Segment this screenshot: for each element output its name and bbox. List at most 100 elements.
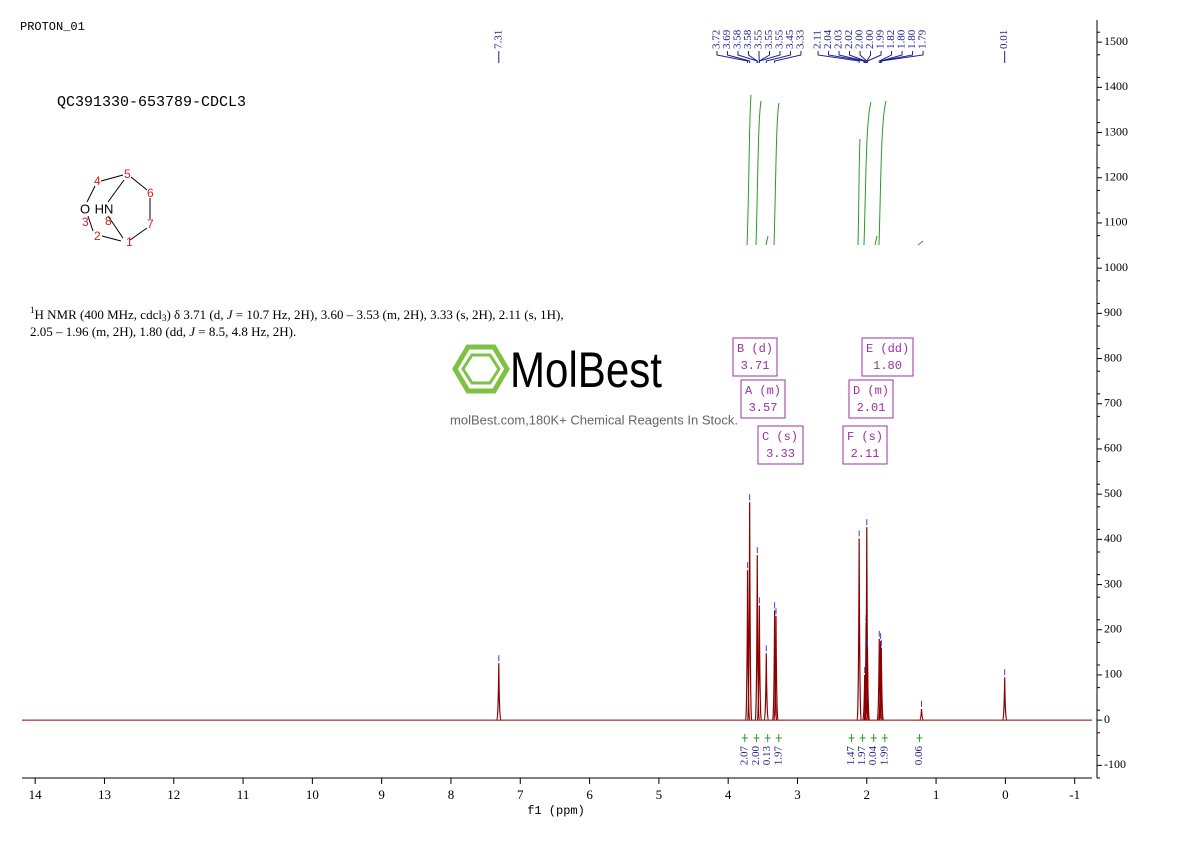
multiplet-box xyxy=(732,337,778,377)
multiplet-label: E (dd) xyxy=(866,342,909,356)
integral-label: 1.47 xyxy=(845,746,857,766)
peak-leader xyxy=(878,51,893,63)
integral-curves xyxy=(746,94,924,246)
slogan: molBest.com,180K+ Chemical Reagents In S… xyxy=(450,412,738,427)
peak xyxy=(744,570,751,721)
x-tick-label: 4 xyxy=(725,787,732,802)
integral-label: 0.13 xyxy=(761,746,773,766)
peak-label: 2.00 xyxy=(864,29,876,49)
x-tick-label: 3 xyxy=(794,787,801,802)
y-tick-label: 1100 xyxy=(1104,215,1128,229)
peak-leader xyxy=(880,51,924,63)
integral-label: 2.00 xyxy=(750,746,762,766)
peak xyxy=(856,538,862,721)
multiplet-label: C (s) xyxy=(762,430,798,444)
atom-number: 5 xyxy=(124,167,131,181)
y-tick-label: 100 xyxy=(1104,667,1122,681)
peak-label: 3.69 xyxy=(721,29,733,49)
peak-leader xyxy=(726,51,751,63)
peak-label: 1.80 xyxy=(906,29,918,49)
peak-label: 1.99 xyxy=(875,29,887,49)
peak-leader xyxy=(747,51,758,63)
peak xyxy=(878,641,884,721)
y-tick-label: 500 xyxy=(1104,486,1122,500)
multiplet-shift: 3.57 xyxy=(749,401,778,415)
integral-label: 0.04 xyxy=(867,746,879,766)
peak-label: 1.80 xyxy=(896,29,908,49)
peak-leader xyxy=(849,51,866,63)
atom-number: 8 xyxy=(105,214,112,228)
multiplet-shift: 3.71 xyxy=(741,359,770,373)
x-axis-label: f1 (ppm) xyxy=(527,804,585,818)
atom-number: 3 xyxy=(82,215,89,229)
peak-leader xyxy=(758,51,770,63)
multiplet-box xyxy=(757,425,804,465)
multiplet-box xyxy=(740,379,786,419)
x-tick-label: 7 xyxy=(517,787,524,802)
peak xyxy=(763,653,769,721)
integral-label: 2.07 xyxy=(738,746,750,766)
peak-label: 2.00 xyxy=(854,29,866,49)
peak-label: 3.45 xyxy=(784,29,796,49)
peak xyxy=(919,708,924,721)
y-tick-label: 800 xyxy=(1104,350,1122,364)
peak xyxy=(747,502,753,721)
multiplet-label: B (d) xyxy=(737,342,773,356)
x-tick-label: -1 xyxy=(1069,787,1080,802)
y-tick-label: 900 xyxy=(1104,305,1122,319)
atom-number: 2 xyxy=(94,229,101,243)
multiplet-box xyxy=(848,379,894,419)
peak-leader xyxy=(716,51,749,63)
y-tick-label: 1400 xyxy=(1104,79,1128,93)
peak-label: 2.02 xyxy=(843,30,855,49)
peak-label: 2.04 xyxy=(822,29,834,49)
x-tick-label: 2 xyxy=(864,787,871,802)
x-tick-label: 14 xyxy=(29,787,43,802)
peak-leader xyxy=(838,51,866,63)
multiplet-label: A (m) xyxy=(745,384,781,398)
peak-label: 3.33 xyxy=(795,29,807,49)
atom-label: HN xyxy=(95,201,114,216)
x-tick-label: 0 xyxy=(1002,787,1009,802)
integral-label: 1.99 xyxy=(878,746,890,766)
peak-leader xyxy=(866,51,872,63)
peak-label: 3.58 xyxy=(732,29,744,49)
y-tick-label: 1000 xyxy=(1104,260,1128,274)
peak xyxy=(756,605,762,721)
integral-label: 1.97 xyxy=(772,746,784,766)
x-tick-label: 5 xyxy=(656,787,663,802)
structure xyxy=(86,174,151,242)
peak-leader xyxy=(765,51,791,63)
peak-label: 2.11 xyxy=(812,30,824,49)
peak-leader xyxy=(758,51,781,63)
y-tick-label: 600 xyxy=(1104,441,1122,455)
nmr-description: 2.05 – 1.96 (m, 2H), 1.80 (dd, J = 8.5, … xyxy=(30,324,296,339)
multiplet-shift: 2.11 xyxy=(851,447,880,461)
atom-number: 7 xyxy=(147,217,154,231)
peak xyxy=(1002,677,1008,721)
x-tick-label: 10 xyxy=(306,787,319,802)
logo xyxy=(452,344,510,394)
y-tick-label: 700 xyxy=(1104,395,1122,409)
peak-label: 1.82 xyxy=(885,30,897,49)
sample-name: QC391330-653789-CDCL3 xyxy=(57,94,246,111)
peak-leader xyxy=(866,51,882,63)
peak-leader xyxy=(817,51,860,63)
peak-label: 0.01 xyxy=(998,30,1010,49)
peak xyxy=(773,616,779,721)
x-tick-label: 9 xyxy=(378,787,385,802)
x-tick-label: 13 xyxy=(98,787,111,802)
x-tick-label: 8 xyxy=(448,787,455,802)
peak-label: 1.79 xyxy=(917,29,929,49)
x-tick-label: 6 xyxy=(586,787,593,802)
integral-label: 1.97 xyxy=(856,746,868,766)
atom-number: 1 xyxy=(126,235,133,249)
x-tick-label: 12 xyxy=(167,787,180,802)
y-tick-label: 0 xyxy=(1104,712,1110,726)
x-tick-label: 11 xyxy=(237,787,250,802)
multiplet-label: F (s) xyxy=(847,430,883,444)
peak-label: 3.72 xyxy=(711,30,723,49)
peak xyxy=(864,647,871,721)
multiplet-box xyxy=(861,337,914,377)
